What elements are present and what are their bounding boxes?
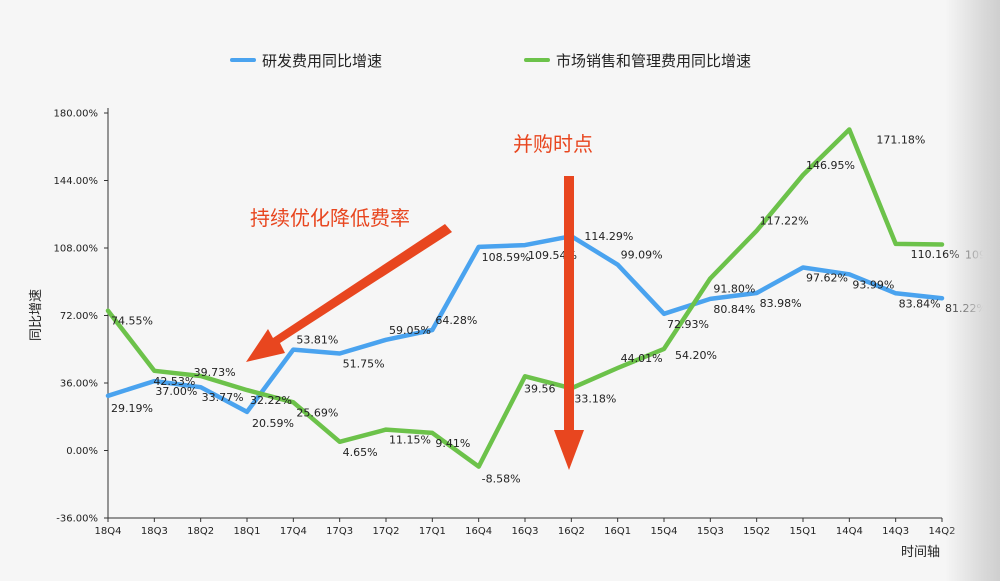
y-axis-title: 同比增速 xyxy=(29,289,44,341)
x-tick-label: 17Q4 xyxy=(280,526,307,537)
legend-label: 市场销售和管理费用同比增速 xyxy=(556,52,751,70)
data-label: 29.19% xyxy=(111,402,153,415)
data-label: 42.53% xyxy=(153,375,195,388)
series-layer xyxy=(105,127,945,469)
x-tick-label: 16Q1 xyxy=(604,526,631,537)
data-label: 4.65% xyxy=(343,446,378,459)
data-label: 146.95% xyxy=(806,159,855,172)
data-label: 64.28% xyxy=(435,314,477,327)
y-tick-label: 108.00% xyxy=(54,244,99,255)
data-label: 108.59% xyxy=(482,251,531,264)
data-label: 74.55% xyxy=(111,315,153,328)
y-tick-label: 144.00% xyxy=(54,176,99,187)
data-label: 171.18% xyxy=(876,134,925,147)
data-labels: 29.19%37.00% 33.77% 20.59% 53.81% 51.75% 59.0… xyxy=(111,134,1000,486)
data-label: 97.62% xyxy=(806,271,848,284)
axes: 180.00% 144.00% 108.00% 72.00% 36.00% 0.00% -3… xyxy=(29,108,955,560)
x-tick-label: 14Q3 xyxy=(882,526,909,537)
data-label: 53.81% xyxy=(296,334,338,347)
x-tick-label: 16Q3 xyxy=(512,526,539,537)
x-tick-label: 15Q3 xyxy=(697,526,724,537)
x-tick-label: 18Q1 xyxy=(234,526,261,537)
diagonal-arrow xyxy=(246,224,452,362)
legend-label: 研发费用同比增速 xyxy=(262,52,382,70)
data-label: 117.22% xyxy=(760,215,809,228)
data-label: 93.99% xyxy=(852,278,894,291)
x-tick-label: 17Q2 xyxy=(373,526,400,537)
data-label: 80.84% xyxy=(713,303,755,316)
data-label: 20.59% xyxy=(252,417,294,430)
y-tick-label: 72.00% xyxy=(60,311,98,322)
data-label: 33.18% xyxy=(574,392,616,405)
series-line-2 xyxy=(105,127,945,469)
x-tick-label: 14Q2 xyxy=(929,526,956,537)
annotations: 持续优化降低费率 并购时点 xyxy=(246,132,593,470)
x-tick-label: 15Q4 xyxy=(651,526,678,537)
data-label: 54.20% xyxy=(675,349,717,362)
data-label: 11.15% xyxy=(389,434,431,447)
x-tick-label: 16Q4 xyxy=(465,526,492,537)
x-tick-label: 16Q2 xyxy=(558,526,585,537)
series-line-1 xyxy=(105,233,945,415)
data-label: 83.84% xyxy=(899,297,941,310)
x-tick-label: 18Q3 xyxy=(141,526,168,537)
x-tick-label: 15Q1 xyxy=(790,526,817,537)
x-tick-label: 17Q1 xyxy=(419,526,446,537)
data-label: 99.09% xyxy=(621,249,663,262)
data-label: 32.22% xyxy=(250,394,292,407)
x-tick-label: 15Q2 xyxy=(743,526,770,537)
y-tick-label: 180.00% xyxy=(54,109,99,120)
data-label: 114.29% xyxy=(584,230,633,243)
legend: 研发费用同比增速 市场销售和管理费用同比增速 xyxy=(230,52,751,70)
y-tick-label: -36.00% xyxy=(56,514,98,525)
data-label: 37.00% xyxy=(155,385,197,398)
right-edge-shadow xyxy=(945,0,1000,581)
x-tick-label: 18Q4 xyxy=(95,526,122,537)
x-tick-label: 14Q4 xyxy=(836,526,863,537)
data-label: 33.77% xyxy=(202,391,244,404)
y-tick-label: 0.00% xyxy=(66,446,98,457)
x-tick-label: 17Q3 xyxy=(326,526,353,537)
data-label: 39.73% xyxy=(194,366,236,379)
x-tick-label: 18Q2 xyxy=(187,526,214,537)
data-label: 51.75% xyxy=(343,357,385,370)
data-label: 59.05% xyxy=(389,324,431,337)
data-label: -8.58% xyxy=(482,473,521,486)
x-axis-title: 时间轴 xyxy=(901,545,940,560)
data-label: 83.98% xyxy=(760,297,802,310)
data-label: 39.56 xyxy=(524,382,556,395)
annotation-label: 并购时点 xyxy=(513,132,593,156)
data-label: 25.69% xyxy=(296,406,338,419)
vertical-arrow xyxy=(554,176,584,470)
data-label: 9.41% xyxy=(435,437,470,450)
data-label: 72.93% xyxy=(667,318,709,331)
y-tick-label: 36.00% xyxy=(60,379,98,390)
data-label: 91.80% xyxy=(713,282,755,295)
data-label: 44.01% xyxy=(621,352,663,365)
annotation-label: 持续优化降低费率 xyxy=(250,206,410,230)
